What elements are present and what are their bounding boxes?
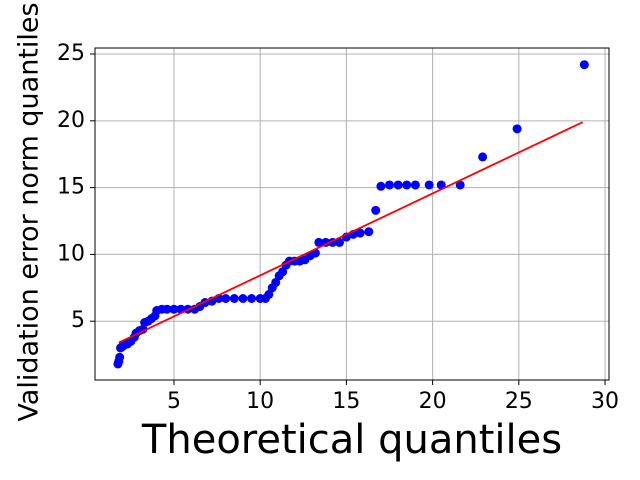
data-point [334,237,344,247]
data-point [512,124,522,134]
data-point [478,152,488,162]
data-point [355,228,365,238]
data-point [115,352,125,362]
data-point [455,180,465,190]
data-point [314,237,324,247]
data-point [278,267,288,277]
data-point [229,294,239,304]
y-tick-label: 5 [71,308,85,333]
data-point [376,181,386,191]
x-axis-label: Theoretical quantiles [141,417,562,463]
data-point [238,294,248,304]
x-tick-label: 30 [591,389,619,414]
x-tick-label: 10 [246,389,274,414]
x-tick-label: 5 [167,389,181,414]
data-point [247,294,257,304]
data-point [436,180,446,190]
plot-frame [94,47,610,381]
data-point [364,227,374,237]
y-tick-label: 25 [57,41,85,66]
y-axis-label: Validation error norm quantiles [14,2,45,421]
x-tick-label: 20 [419,389,447,414]
y-tick-label: 10 [57,241,85,266]
data-point [393,180,403,190]
data-point [169,304,179,314]
fit-line [118,121,584,344]
data-point [162,304,172,314]
data-point [264,289,274,299]
data-point [271,277,281,287]
data-point [371,205,381,215]
data-point [424,180,434,190]
data-point [410,180,420,190]
x-tick-label: 25 [505,389,533,414]
y-tick-label: 20 [57,108,85,133]
y-tick-label: 15 [57,175,85,200]
x-tick-label: 15 [332,389,360,414]
data-point [402,180,412,190]
data-point [221,294,231,304]
data-point [579,60,589,70]
data-point [385,180,395,190]
